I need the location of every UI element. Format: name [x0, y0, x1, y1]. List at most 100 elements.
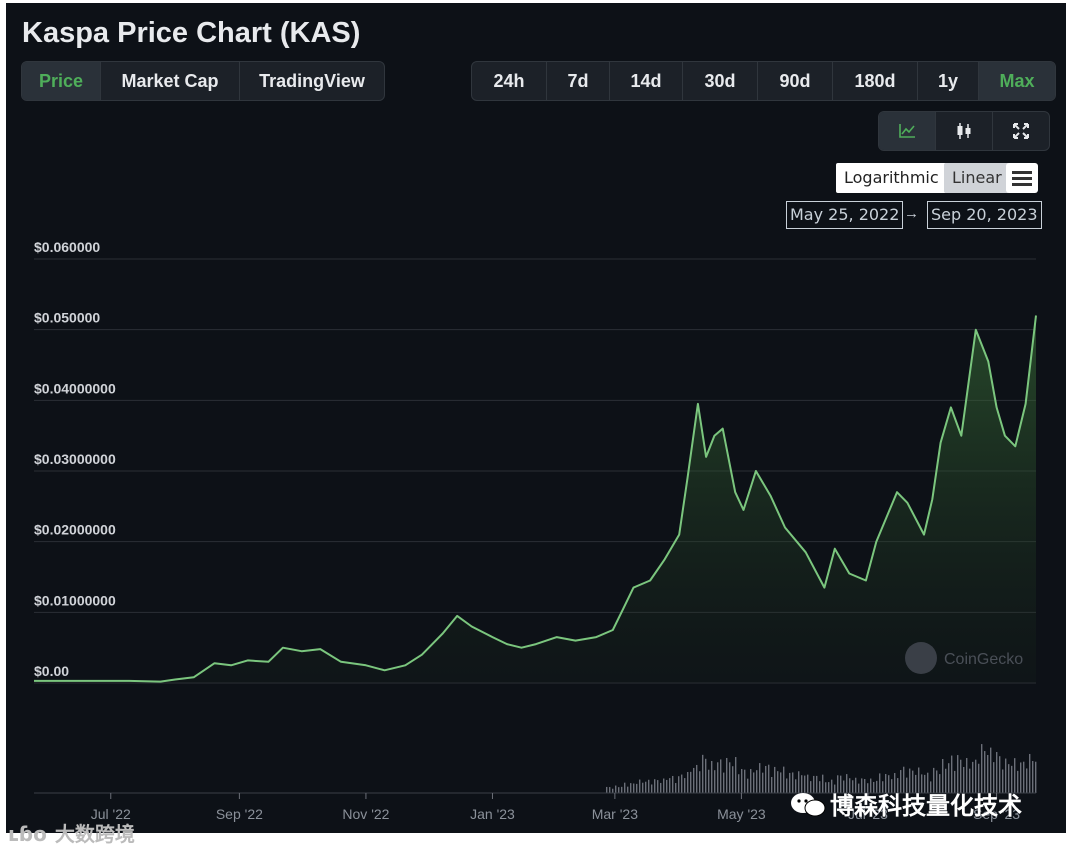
watermark-corner: ʟɓo 大数跨境: [8, 818, 135, 847]
volume-bar: [1008, 764, 1010, 793]
volume-bar: [1026, 768, 1028, 793]
volume-bar: [825, 782, 827, 793]
price-chart[interactable]: $0.00 $0.01000000 $0.02000000 $0.03000000 $0…: [6, 3, 1066, 833]
volume-bar: [903, 766, 905, 793]
range-max[interactable]: Max: [979, 62, 1055, 100]
volume-bar: [627, 786, 629, 793]
volume-bar: [774, 766, 776, 793]
range-7d[interactable]: 7d: [547, 62, 610, 100]
volume-bar: [804, 775, 806, 793]
hamburger-menu-icon[interactable]: [1006, 163, 1038, 193]
range-14d[interactable]: 14d: [610, 62, 683, 100]
volume-bar: [744, 769, 746, 793]
volume-bar: [963, 766, 965, 793]
volume-bar: [693, 767, 695, 793]
volume-bar: [654, 779, 656, 793]
volume-bar: [708, 769, 710, 793]
y-tick-label: $0.00: [34, 663, 69, 679]
volume-bar: [1020, 762, 1022, 793]
volume-bar: [813, 775, 815, 793]
volume-bar: [858, 783, 860, 793]
volume-bar: [663, 778, 665, 793]
volume-bar: [888, 775, 890, 793]
watermark-main-text: 博森科技量化技术: [830, 792, 1022, 820]
volume-bar: [966, 758, 968, 793]
volume-bar: [921, 774, 923, 793]
volume-bar: [996, 752, 998, 793]
volume-bar: [918, 767, 920, 793]
volume-bar: [1035, 761, 1037, 793]
volume-bar: [669, 778, 671, 793]
price-area: [34, 315, 1036, 683]
volume-bar: [612, 788, 614, 793]
volume-bar: [732, 766, 734, 793]
volume-bar: [735, 757, 737, 793]
volume-bar: [855, 777, 857, 793]
volume-bar: [807, 774, 809, 793]
volume-bar: [981, 744, 983, 793]
chart-panel: Kaspa Price Chart (KAS) Price Market Cap…: [6, 3, 1066, 833]
volume-bar: [753, 772, 755, 793]
volume-bar: [777, 771, 779, 793]
volume-bar: [873, 781, 875, 793]
volume-bar: [726, 757, 728, 793]
range-180d[interactable]: 180d: [833, 62, 918, 100]
volume-bar: [915, 774, 917, 793]
volume-bar: [822, 774, 824, 793]
x-tick-label: Jul '23: [848, 806, 888, 822]
volume-bar: [876, 780, 878, 793]
range-30d[interactable]: 30d: [683, 62, 758, 100]
volume-bar: [837, 775, 839, 793]
tab-price[interactable]: Price: [22, 62, 101, 100]
range-1y[interactable]: 1y: [918, 62, 979, 100]
fullscreen-icon[interactable]: [993, 112, 1049, 150]
logarithmic-button[interactable]: Logarithmic: [836, 163, 947, 193]
volume-bar: [1002, 769, 1004, 793]
y-tick-label: $0.01000000: [34, 592, 116, 608]
volume-bar: [906, 777, 908, 793]
volume-bar: [969, 768, 971, 793]
date-to-input[interactable]: Sep 20, 2023: [927, 201, 1042, 229]
data-tab-group: Price Market Cap TradingView: [21, 61, 385, 101]
volume-bar: [879, 773, 881, 793]
volume-bar: [696, 764, 698, 793]
volume-bar: [738, 774, 740, 793]
y-tick-label: $0.02000000: [34, 522, 116, 538]
date-from-input[interactable]: May 25, 2022: [786, 201, 904, 229]
volume-bar: [954, 770, 956, 793]
volume-bar: [867, 783, 869, 793]
x-tick-label: Mar '23: [592, 806, 638, 822]
volume-bar: [609, 787, 611, 793]
y-tick-label: $0.03000000: [34, 451, 116, 467]
volume-bar: [618, 787, 620, 793]
tab-market-cap[interactable]: Market Cap: [101, 62, 240, 100]
volume-bar: [1005, 758, 1007, 793]
range-90d[interactable]: 90d: [758, 62, 833, 100]
volume-bar: [723, 772, 725, 793]
volume-bar: [927, 772, 929, 793]
volume-bar: [843, 780, 845, 793]
volume-bar: [882, 781, 884, 793]
volume-bar: [897, 778, 899, 793]
x-tick-label: Jul '22: [91, 806, 131, 822]
volume-bar: [768, 764, 770, 793]
linear-button[interactable]: Linear: [944, 163, 1010, 193]
volume-bar: [798, 771, 800, 793]
coingecko-attribution: CoinGecko: [944, 651, 1023, 668]
range-24h[interactable]: 24h: [472, 62, 547, 100]
tab-tradingview[interactable]: TradingView: [259, 71, 365, 91]
volume-bar: [657, 780, 659, 793]
volume-bar: [936, 770, 938, 793]
corner-logo: ʟɓo: [8, 822, 47, 846]
volume-bar: [606, 786, 608, 793]
volume-bar: [795, 779, 797, 793]
volume-bar: [783, 766, 785, 793]
volume-bar: [912, 770, 914, 793]
volume-bar: [816, 775, 818, 793]
volume-bar: [765, 765, 767, 793]
volume-bar: [945, 768, 947, 793]
candlestick-icon[interactable]: [936, 112, 993, 150]
volume-bar: [741, 768, 743, 793]
line-chart-icon[interactable]: [879, 112, 936, 150]
volume-bar: [633, 783, 635, 793]
